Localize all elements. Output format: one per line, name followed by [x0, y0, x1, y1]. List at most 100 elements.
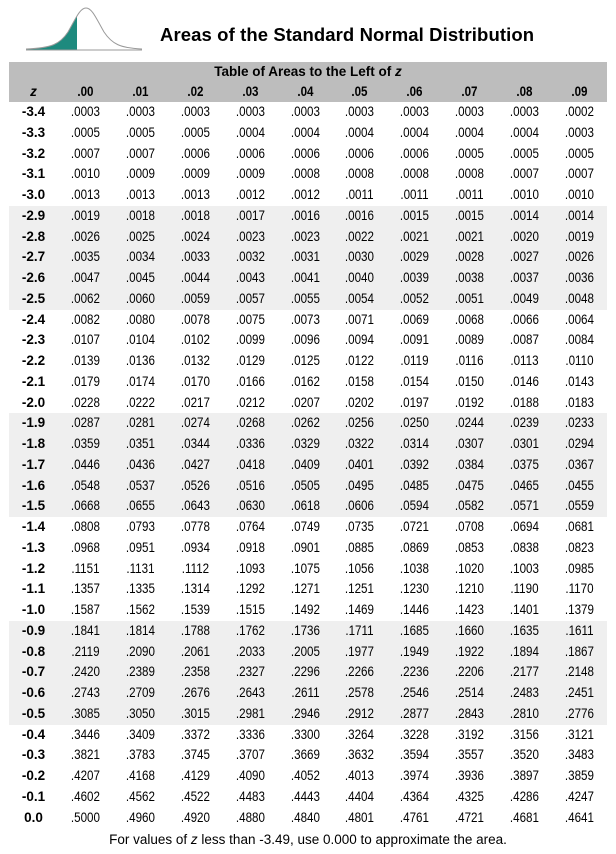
area-cell: .2546 — [400, 685, 430, 700]
area-cell: .0901 — [290, 539, 320, 555]
area-cell: .4443 — [290, 788, 320, 804]
area-cell: .0014 — [510, 207, 540, 223]
area-cell: .4483 — [235, 788, 265, 804]
area-cell: .2578 — [345, 685, 375, 700]
area-cell: .0655 — [125, 498, 155, 514]
area-cell: .0158 — [345, 373, 375, 389]
area-cell: .0183 — [564, 394, 594, 410]
area-cell: .0013 — [70, 187, 100, 202]
z-value-cell: -3.0 — [21, 187, 46, 202]
area-cell: .0606 — [345, 498, 375, 514]
table-row: -2.3 .0107 .0104 .0102 .0099 .0096 .0094 .0091.… — [9, 330, 607, 351]
z-value-cell: -1.1 — [21, 581, 46, 597]
area-cell: .0197 — [400, 394, 430, 410]
area-cell: .0011 — [400, 187, 429, 202]
z-value-cell: -0.8 — [21, 643, 46, 659]
area-cell: .0446 — [70, 456, 100, 472]
area-cell: .0022 — [345, 228, 375, 244]
table-header-row: z .00 .01 .02 .03 .04 .05 .06 .07 .08 .09 — [9, 82, 607, 102]
area-cell: .4840 — [290, 809, 320, 825]
area-cell: .0537 — [125, 477, 155, 493]
area-cell: .1711 — [345, 622, 374, 638]
area-cell: .2148 — [564, 664, 594, 680]
area-cell: .0004 — [290, 124, 320, 140]
area-cell: .0039 — [400, 270, 430, 285]
area-cell: .3745 — [180, 747, 210, 763]
area-cell: .0985 — [564, 560, 594, 576]
area-cell: .0007 — [564, 166, 594, 182]
area-cell: .5000 — [70, 809, 100, 825]
table-row: -2.6 .0047 .0045 .0044 .0043 .0041 .0040 .0039.… — [9, 268, 607, 289]
area-cell: .3594 — [400, 747, 430, 763]
area-cell: .0051 — [455, 290, 485, 306]
area-cell: .0043 — [235, 270, 265, 285]
area-cell: .1515 — [235, 602, 265, 617]
area-cell: .0080 — [125, 311, 155, 327]
z-table: Table of Areas to the Left of z z .00 .01.… — [9, 62, 607, 828]
table-row: 0.0 .5000 .4960 .4920 .4880 .4840 .4801 .4761 .4… — [9, 808, 607, 829]
area-cell: .0003 — [400, 104, 430, 119]
table-row: -1.7 .0446 .0436 .0427 .0418 .0409 .0401 .0392.… — [9, 454, 607, 476]
z-value-cell: -3.3 — [21, 124, 46, 140]
area-cell: .0548 — [70, 477, 100, 493]
z-value-cell: -2.4 — [21, 311, 46, 327]
z-value-cell: -3.2 — [21, 145, 46, 161]
area-cell: .1056 — [345, 560, 375, 576]
area-cell: .0934 — [180, 539, 210, 555]
area-cell: .4090 — [235, 768, 265, 783]
area-cell: .0013 — [180, 187, 210, 202]
area-cell: .0005 — [180, 124, 210, 140]
area-cell: .0096 — [290, 332, 320, 348]
area-cell: .0005 — [70, 124, 100, 140]
area-cell: .1736 — [290, 622, 320, 638]
column-header: .07 — [461, 84, 478, 99]
column-header: .03 — [242, 84, 259, 99]
area-cell: .3156 — [510, 726, 540, 742]
area-cell: .0068 — [455, 311, 485, 327]
area-cell: .0003 — [290, 104, 320, 119]
area-cell: .4364 — [400, 788, 430, 804]
table-row: -0.3 .3821 .3783 .3745 .3707 .3669 .3632 .3594.… — [9, 745, 607, 766]
area-cell: .0239 — [510, 415, 540, 431]
area-cell: .0007 — [510, 166, 540, 182]
area-cell: .1251 — [345, 581, 375, 597]
area-cell: .3336 — [235, 726, 265, 742]
area-cell: .4562 — [125, 788, 155, 804]
area-cell: .0505 — [290, 477, 320, 493]
area-cell: .0885 — [345, 539, 375, 555]
area-cell: .0087 — [510, 332, 540, 348]
area-cell: .0045 — [125, 270, 155, 285]
area-cell: .0113 — [510, 353, 539, 368]
table-row: -1.3 .0968 .0951 .0934 .0918 .0901 .0885 .0869.… — [9, 538, 607, 559]
area-cell: .0033 — [180, 249, 210, 265]
area-cell: .0069 — [400, 311, 430, 327]
area-cell: .0516 — [235, 477, 265, 493]
z-value-cell: -1.9 — [21, 415, 46, 431]
column-header: .04 — [296, 84, 314, 99]
area-cell: .0009 — [125, 166, 155, 182]
area-cell: .0003 — [235, 104, 265, 119]
table-row: -3.4 .0003 .0003 .0003 .0003 .0003 .0003 .0003.… — [9, 102, 607, 123]
area-cell: .0060 — [125, 290, 155, 306]
area-cell: .1314 — [180, 581, 210, 597]
area-cell: .0021 — [455, 228, 485, 244]
area-cell: .0344 — [180, 436, 210, 451]
area-cell: .0465 — [510, 477, 540, 493]
area-cell: .1611 — [565, 622, 594, 638]
area-cell: .0017 — [235, 207, 265, 223]
z-value-cell: -0.5 — [21, 705, 46, 721]
z-value-cell: 0.0 — [24, 809, 43, 825]
area-cell: .2981 — [235, 705, 265, 721]
area-cell: .0287 — [70, 415, 100, 431]
area-cell: .0003 — [564, 124, 594, 140]
area-cell: .0244 — [455, 415, 485, 431]
area-cell: .0006 — [345, 145, 375, 161]
area-cell: .1539 — [180, 602, 210, 617]
z-value-cell: -0.3 — [21, 747, 46, 763]
area-cell: .0016 — [345, 207, 375, 223]
area-cell: .0003 — [125, 104, 155, 119]
area-cell: .0026 — [70, 228, 100, 244]
area-cell: .1003 — [510, 560, 540, 576]
area-cell: .0104 — [125, 332, 155, 348]
z-value-cell: -2.0 — [21, 394, 46, 410]
